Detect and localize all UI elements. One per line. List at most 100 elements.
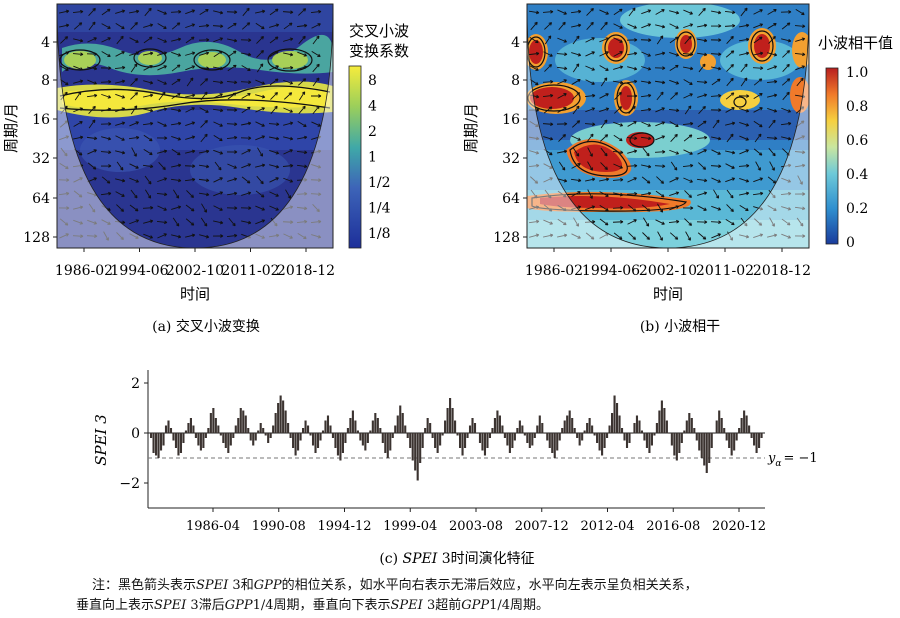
phase-arrow [129, 233, 139, 239]
phase-arrow [767, 22, 777, 29]
phase-arrow [528, 219, 540, 224]
phase-arrow [669, 10, 680, 15]
spei-bar [688, 413, 691, 433]
phase-arrow [227, 50, 237, 58]
phase-arrow [543, 163, 553, 169]
phase-arrow [543, 148, 553, 156]
phase-arrow [185, 51, 196, 56]
phase-arrow [73, 107, 84, 113]
phase-arrow [88, 203, 96, 213]
spei-bar [685, 420, 688, 433]
spei-bar [738, 428, 741, 433]
phase-arrow [585, 232, 595, 240]
phase-arrow [58, 206, 70, 210]
phase-arrow [100, 66, 112, 70]
spei-bar [361, 433, 364, 446]
spei-bar [541, 423, 544, 433]
phase-arrow [682, 52, 694, 57]
phase-arrow [157, 51, 168, 56]
phase-arrow [73, 205, 84, 210]
x-tick-label: 2018-12 [753, 263, 811, 279]
spei-bar [341, 433, 344, 453]
phase-arrow [298, 105, 306, 115]
phase-arrow [769, 161, 775, 171]
note-line-2: 垂直向上表示SPEI 3滞后GPP1/4周期，垂直向下表示SPEI 3超前GPP… [76, 596, 876, 616]
phase-arrow [642, 232, 651, 240]
spei-bar [628, 433, 631, 443]
spei-bar [217, 425, 220, 433]
phase-arrow [697, 149, 707, 155]
spei-bar [566, 415, 569, 433]
spei-bar [758, 433, 761, 448]
phase-arrow [781, 136, 792, 141]
phase-arrow [628, 232, 637, 240]
phase-arrow [213, 149, 224, 155]
phase-arrow [298, 91, 306, 101]
phase-arrow [101, 136, 112, 141]
phase-arrow [542, 9, 554, 14]
phase-arrow [58, 191, 70, 196]
spei-bar [396, 415, 399, 433]
spei-bar [710, 433, 713, 448]
phase-arrow [669, 23, 679, 29]
phase-arrow [59, 162, 69, 170]
phase-arrow [711, 78, 721, 86]
phase-arrow [269, 23, 280, 28]
phase-arrow [557, 37, 567, 43]
spei-bar [316, 433, 320, 448]
spei-bar [326, 415, 330, 433]
phase-arrow [227, 163, 237, 169]
phase-arrow [571, 52, 582, 57]
phase-arrow [185, 23, 196, 29]
phase-arrow [684, 190, 692, 198]
spei-bar [640, 430, 644, 433]
phase-arrow [129, 37, 139, 43]
phase-arrow [214, 161, 222, 171]
phase-arrow [753, 51, 764, 56]
spei-bar [608, 425, 611, 433]
spei-bar [723, 428, 726, 433]
spei-bar [184, 430, 188, 433]
phase-arrow [129, 204, 139, 212]
note-segment: 1/4周期。 [489, 598, 550, 613]
spei-bar [521, 425, 524, 433]
spei-bar [401, 413, 404, 433]
spei-bar [446, 408, 449, 433]
phase-arrow [269, 78, 279, 86]
phase-arrow [88, 21, 96, 31]
phase-arrow [627, 177, 637, 183]
colorbar-label: 1/8 [368, 226, 391, 242]
phase-arrow [543, 219, 553, 225]
note-segment: SPEI [196, 578, 229, 593]
spei-bar [750, 433, 753, 438]
phase-arrow [143, 134, 153, 142]
spei-bar [254, 433, 257, 441]
phase-arrow [655, 219, 665, 225]
phase-arrow [129, 9, 140, 14]
phase-arrow [73, 190, 83, 198]
phase-arrow [656, 35, 664, 45]
phase-arrow [283, 52, 294, 57]
phase-arrow [711, 205, 722, 211]
phase-arrow [725, 50, 735, 58]
y-tick-label: 32 [502, 151, 520, 167]
spei-bar [668, 433, 671, 434]
phase-arrow [184, 164, 196, 168]
phase-arrow [557, 233, 568, 238]
phase-arrow [157, 121, 167, 127]
spei-bar [269, 433, 272, 438]
threshold-y: y [767, 451, 776, 466]
phase-arrow [73, 135, 84, 140]
phase-arrow [87, 37, 97, 43]
phase-arrow [670, 133, 678, 142]
phase-arrow [725, 92, 735, 100]
phase-arrow [655, 107, 665, 113]
phase-arrow [696, 178, 708, 183]
panel-a-ylabel: 周期/月 [2, 103, 20, 153]
phase-arrow [198, 164, 210, 169]
spei-bar [152, 433, 155, 453]
spei-bar [177, 433, 180, 456]
phase-arrow [613, 232, 623, 240]
phase-arrow [585, 177, 596, 182]
phase-arrow [130, 189, 138, 199]
